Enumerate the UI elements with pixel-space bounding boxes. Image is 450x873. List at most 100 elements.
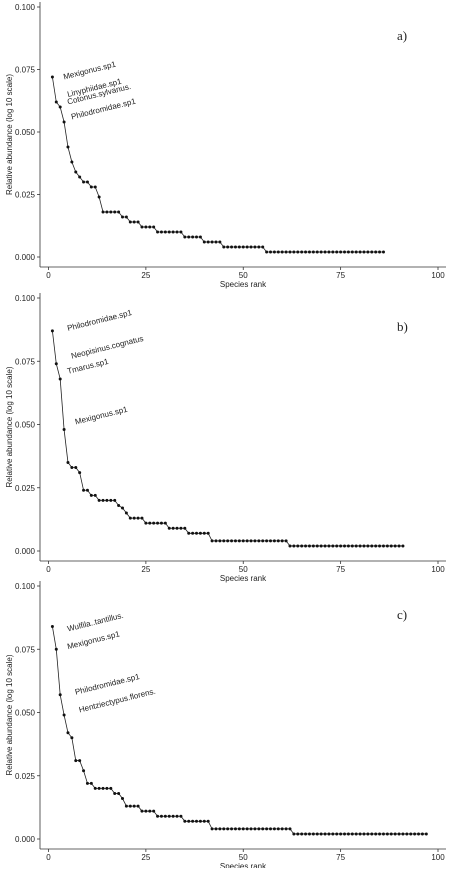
data-point bbox=[70, 466, 74, 470]
data-point bbox=[198, 235, 202, 239]
data-point bbox=[156, 814, 160, 818]
data-point bbox=[121, 797, 124, 801]
data-point bbox=[163, 814, 167, 818]
data-point bbox=[82, 769, 86, 773]
data-point bbox=[233, 245, 237, 249]
y-tick-label: 0.000 bbox=[15, 547, 36, 556]
data-point bbox=[187, 819, 191, 823]
data-point bbox=[50, 75, 54, 79]
x-tick-label: 100 bbox=[431, 271, 445, 280]
data-point bbox=[183, 235, 187, 239]
data-point bbox=[335, 544, 339, 548]
data-point bbox=[226, 827, 230, 831]
x-tick-label: 75 bbox=[336, 565, 345, 574]
y-tick-label: 0.000 bbox=[15, 835, 36, 844]
data-point bbox=[272, 539, 276, 543]
data-point bbox=[85, 781, 89, 785]
data-point bbox=[284, 539, 288, 543]
data-point bbox=[152, 521, 156, 525]
data-point bbox=[58, 377, 62, 381]
data-point bbox=[331, 544, 335, 548]
data-point bbox=[245, 539, 249, 543]
data-point bbox=[269, 827, 273, 831]
data-point bbox=[296, 544, 300, 548]
data-point bbox=[323, 832, 327, 836]
data-point bbox=[307, 544, 311, 548]
series-line bbox=[52, 76, 384, 253]
y-tick-label: 0.050 bbox=[15, 709, 36, 718]
data-point bbox=[140, 225, 144, 229]
data-point bbox=[124, 215, 128, 219]
data-point bbox=[362, 250, 366, 254]
y-tick-label: 0.100 bbox=[15, 3, 36, 12]
data-point bbox=[210, 539, 214, 543]
data-point bbox=[424, 832, 428, 836]
species-annotation: Mexigonus.sp1 bbox=[62, 60, 117, 82]
data-point bbox=[78, 175, 82, 179]
data-point bbox=[284, 250, 288, 254]
data-point bbox=[362, 832, 366, 836]
data-point bbox=[257, 827, 261, 831]
data-point bbox=[381, 250, 385, 254]
data-point bbox=[195, 235, 199, 239]
data-point bbox=[156, 230, 160, 234]
data-point bbox=[354, 832, 358, 836]
data-point bbox=[292, 832, 296, 836]
data-point bbox=[272, 827, 276, 831]
x-tick-label: 25 bbox=[141, 271, 150, 280]
data-point bbox=[66, 731, 70, 735]
data-point bbox=[343, 250, 347, 254]
data-point bbox=[179, 230, 183, 234]
data-point bbox=[136, 220, 140, 224]
data-point bbox=[315, 250, 319, 254]
data-point bbox=[195, 819, 199, 823]
x-tick-label: 50 bbox=[239, 271, 248, 280]
data-point bbox=[206, 240, 210, 244]
x-tick-label: 25 bbox=[141, 853, 150, 862]
x-axis-label: Species rank bbox=[220, 574, 267, 583]
data-point bbox=[401, 544, 405, 548]
data-point bbox=[218, 827, 222, 831]
data-point bbox=[89, 493, 93, 497]
data-point bbox=[296, 832, 300, 836]
x-tick-label: 75 bbox=[336, 853, 345, 862]
data-point bbox=[315, 832, 319, 836]
data-point bbox=[265, 250, 269, 254]
data-point bbox=[366, 250, 370, 254]
x-axis-label: Species rank bbox=[220, 862, 267, 868]
data-point bbox=[222, 539, 226, 543]
data-point bbox=[350, 832, 354, 836]
data-point bbox=[191, 819, 195, 823]
data-point bbox=[117, 503, 121, 507]
data-point bbox=[230, 245, 234, 249]
data-point bbox=[339, 250, 343, 254]
data-point bbox=[284, 827, 288, 831]
data-point bbox=[50, 329, 54, 333]
data-point bbox=[89, 185, 93, 189]
data-point bbox=[323, 250, 327, 254]
data-point bbox=[191, 235, 195, 239]
data-point bbox=[292, 250, 296, 254]
data-point bbox=[117, 210, 121, 214]
data-point bbox=[378, 544, 382, 548]
data-point bbox=[276, 539, 280, 543]
data-point bbox=[374, 544, 378, 548]
data-point bbox=[175, 814, 179, 818]
data-point bbox=[253, 827, 257, 831]
data-point bbox=[304, 832, 308, 836]
data-point bbox=[136, 804, 140, 808]
data-point bbox=[245, 245, 249, 249]
data-point bbox=[97, 195, 101, 199]
data-point bbox=[393, 832, 397, 836]
data-point bbox=[152, 809, 156, 813]
x-tick-label: 0 bbox=[46, 271, 51, 280]
data-point bbox=[265, 539, 269, 543]
data-point bbox=[381, 544, 385, 548]
data-point bbox=[304, 250, 308, 254]
species-annotation: Neopisinus.cognatus bbox=[70, 334, 144, 361]
data-point bbox=[374, 832, 378, 836]
y-tick-label: 0.025 bbox=[15, 191, 36, 200]
data-point bbox=[331, 832, 335, 836]
data-point bbox=[311, 544, 315, 548]
x-tick-label: 100 bbox=[431, 853, 445, 862]
